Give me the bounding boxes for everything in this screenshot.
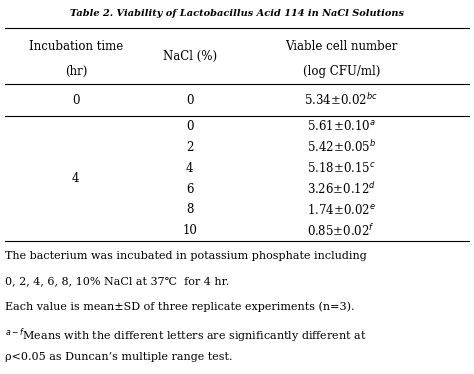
Text: 6: 6 — [186, 183, 193, 196]
Text: 2: 2 — [186, 141, 193, 154]
Text: 8: 8 — [186, 203, 193, 217]
Text: 0: 0 — [186, 94, 193, 107]
Text: $^{a-f}$Means with the different letters are significantly different at: $^{a-f}$Means with the different letters… — [5, 327, 366, 346]
Text: 1.74±0.02$^{e}$: 1.74±0.02$^{e}$ — [307, 203, 376, 217]
Text: 0: 0 — [186, 120, 193, 133]
Text: (log CFU/ml): (log CFU/ml) — [302, 65, 380, 78]
Text: Table 2. Viability of Lactobacillus Acid 114 in NaCl Solutions: Table 2. Viability of Lactobacillus Acid… — [70, 9, 404, 18]
Text: 0.85±0.02$^{f}$: 0.85±0.02$^{f}$ — [307, 223, 375, 239]
Text: NaCl (%): NaCl (%) — [163, 50, 217, 62]
Text: Each value is mean±SD of three replicate experiments (n=3).: Each value is mean±SD of three replicate… — [5, 301, 354, 312]
Text: (hr): (hr) — [64, 65, 87, 78]
Text: Incubation time: Incubation time — [29, 40, 123, 53]
Text: 5.18±0.15$^{c}$: 5.18±0.15$^{c}$ — [307, 161, 375, 175]
Text: 10: 10 — [182, 224, 197, 237]
Text: Viable cell number: Viable cell number — [285, 40, 398, 53]
Text: The bacterium was incubated in potassium phosphate including: The bacterium was incubated in potassium… — [5, 251, 366, 261]
Text: 5.34±0.02$^{bc}$: 5.34±0.02$^{bc}$ — [304, 92, 378, 108]
Text: ρ<0.05 as Duncan’s multiple range test.: ρ<0.05 as Duncan’s multiple range test. — [5, 352, 232, 362]
Text: 4: 4 — [72, 172, 80, 185]
Text: 3.26±0.12$^{d}$: 3.26±0.12$^{d}$ — [307, 181, 376, 197]
Text: 0, 2, 4, 6, 8, 10% NaCl at 37℃  for 4 hr.: 0, 2, 4, 6, 8, 10% NaCl at 37℃ for 4 hr. — [5, 276, 229, 286]
Text: 0: 0 — [72, 94, 80, 107]
Text: 5.42±0.05$^{b}$: 5.42±0.05$^{b}$ — [307, 139, 376, 155]
Text: 4: 4 — [186, 162, 193, 175]
Text: 5.61±0.10$^{a}$: 5.61±0.10$^{a}$ — [307, 119, 376, 134]
